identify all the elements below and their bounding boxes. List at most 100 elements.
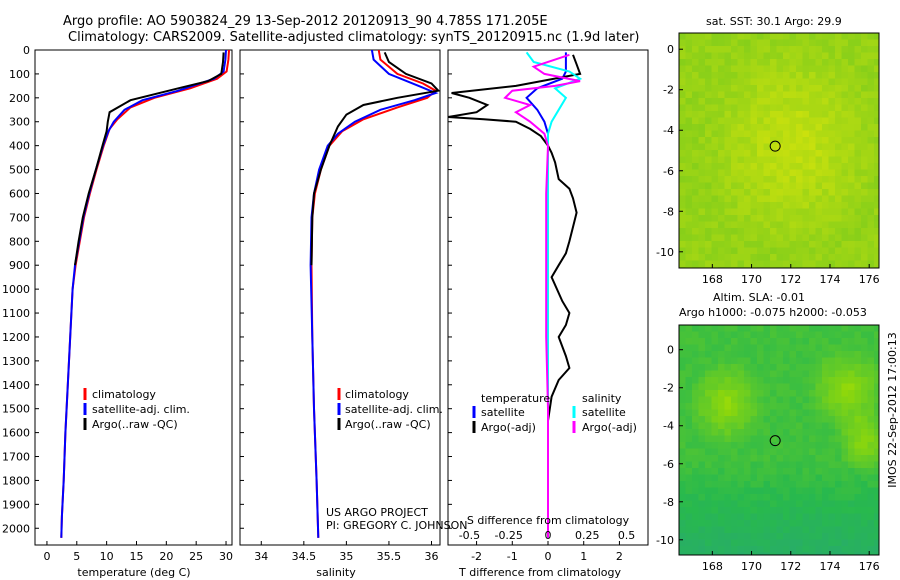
map-cell <box>802 461 809 468</box>
map-cell <box>861 85 868 92</box>
map-cell <box>796 117 803 124</box>
x-tick-label: 176 <box>859 560 880 573</box>
map-cell <box>828 150 835 157</box>
map-cell <box>724 117 731 124</box>
map-cell <box>835 461 842 468</box>
map-cell <box>796 228 803 235</box>
map-cell <box>783 130 790 137</box>
y-tick-label: -6 <box>663 458 674 471</box>
map-cell <box>685 403 692 410</box>
map-cell <box>796 85 803 92</box>
map-cell <box>861 176 868 183</box>
map-cell <box>809 370 816 377</box>
map-cell <box>750 137 757 144</box>
map-cell <box>822 169 829 176</box>
map-cell <box>828 221 835 228</box>
map-cell <box>828 176 835 183</box>
map-cell <box>750 331 757 338</box>
map-cell <box>867 507 874 514</box>
map-cell <box>679 260 686 267</box>
map-cell <box>737 156 744 163</box>
map-cell <box>874 507 879 514</box>
map-cell <box>750 474 757 481</box>
map-cell <box>757 176 764 183</box>
map-cell <box>770 195 777 202</box>
map-cell <box>848 143 855 150</box>
map-cell <box>679 221 686 228</box>
map-cell <box>698 234 705 241</box>
map-cell <box>705 130 712 137</box>
map-cell <box>679 520 686 527</box>
map-cell <box>744 78 751 85</box>
map-cell <box>822 416 829 423</box>
x-tick-label: 25 <box>189 550 203 563</box>
map-cell <box>711 422 718 429</box>
map-cell <box>731 143 738 150</box>
map-cell <box>828 195 835 202</box>
map-cell <box>685 208 692 215</box>
salinity-panel: 34 34.5 35 35.5 36salinityclimatologysatelli… <box>239 49 443 579</box>
map-cell <box>705 98 712 105</box>
map-cell <box>731 176 738 183</box>
map-cell <box>705 552 712 555</box>
map-cell <box>731 52 738 59</box>
map-cell <box>757 208 764 215</box>
map-cell <box>822 85 829 92</box>
map-cell <box>796 221 803 228</box>
map-cell <box>789 234 796 241</box>
s-tick-label: -0.5 <box>459 529 480 542</box>
map-cell <box>718 59 725 66</box>
map-cell <box>679 228 686 235</box>
map-cell <box>750 176 757 183</box>
map-cell <box>705 247 712 254</box>
map-cell <box>874 338 879 345</box>
map-cell <box>750 111 757 118</box>
map-cell <box>815 331 822 338</box>
map-cell <box>841 396 848 403</box>
map-cell <box>802 331 809 338</box>
map-cell <box>841 137 848 144</box>
map-cell <box>822 325 829 332</box>
map-cell <box>802 351 809 358</box>
map-cell <box>841 33 848 40</box>
legend-salinity-title: salinity <box>582 392 622 405</box>
map-cell <box>841 254 848 261</box>
map-cell <box>763 46 770 53</box>
map-cell <box>731 169 738 176</box>
map-cell <box>854 104 861 111</box>
map-cell <box>841 98 848 105</box>
map-cell <box>750 507 757 514</box>
y-tick-label: -8 <box>663 496 674 509</box>
map-cell <box>731 351 738 358</box>
map-cell <box>757 429 764 436</box>
map-cell <box>750 422 757 429</box>
map-cell <box>835 117 842 124</box>
map-cell <box>789 124 796 131</box>
map-cell <box>750 215 757 222</box>
map-cell <box>711 507 718 514</box>
x-tick-label: 34.5 <box>292 550 317 563</box>
map-cell <box>731 215 738 222</box>
map-cell <box>724 176 731 183</box>
map-cell <box>679 357 686 364</box>
map-cell <box>867 344 874 351</box>
map-cell <box>861 215 868 222</box>
map-cell <box>698 124 705 131</box>
map-cell <box>750 247 757 254</box>
map-cell <box>861 364 868 371</box>
y-tick-label: 100 <box>9 68 30 81</box>
map-cell <box>724 370 731 377</box>
map-cell <box>809 455 816 462</box>
map-cell <box>835 143 842 150</box>
map-cell <box>861 208 868 215</box>
map-cell <box>854 513 861 520</box>
map-cell <box>848 104 855 111</box>
map-cell <box>705 228 712 235</box>
map-cell <box>724 143 731 150</box>
map-cell <box>854 33 861 40</box>
map-cell <box>763 552 770 555</box>
map-cell <box>789 39 796 46</box>
map-cell <box>796 435 803 442</box>
map-cell <box>867 487 874 494</box>
map-cell <box>763 468 770 475</box>
